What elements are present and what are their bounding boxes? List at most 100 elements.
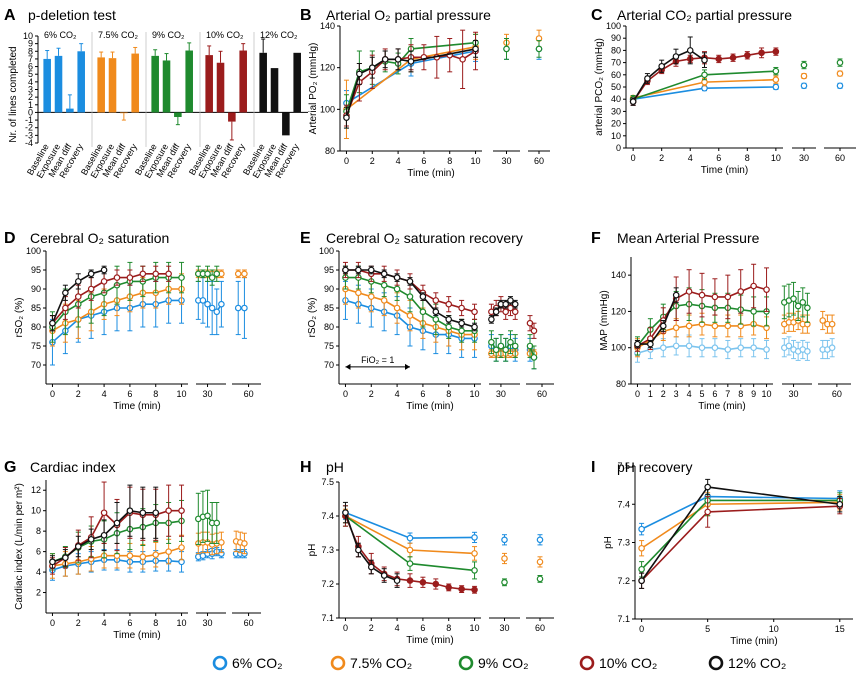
data-point <box>152 270 160 278</box>
legend-item: 6% CO₂ <box>212 655 283 671</box>
data-point <box>711 322 719 330</box>
legend-marker <box>330 655 346 671</box>
data-point <box>800 82 808 90</box>
x-axis-label: Time (min) <box>113 630 160 641</box>
x-tick-label: 7 <box>725 389 730 399</box>
y-axis-label: arterial PCO₂ (mmHg) <box>594 38 605 136</box>
x-tick-label: 0 <box>343 389 348 399</box>
x-tick-label: 8 <box>745 153 750 163</box>
data-point <box>139 553 147 561</box>
x-tick-label: 60 <box>534 156 544 166</box>
legend-label: 10% CO₂ <box>599 655 657 671</box>
data-point <box>234 304 242 312</box>
y-tick-label: 7.1 <box>321 613 334 623</box>
x-tick-label: 4 <box>395 389 400 399</box>
series-c6 <box>342 505 544 546</box>
data-point <box>685 322 693 330</box>
data-point <box>711 293 719 301</box>
x-tick-label: 10 <box>471 156 481 166</box>
series-c12 <box>342 265 519 332</box>
x-tick-label: 4 <box>102 389 107 399</box>
data-point <box>355 546 362 554</box>
x-tick-label: 5 <box>705 624 710 634</box>
data-point <box>659 322 667 330</box>
data-point <box>737 288 745 295</box>
data-point <box>804 304 811 312</box>
data-point <box>507 297 514 304</box>
data-point <box>74 278 82 285</box>
panel-title: Cardiac index <box>30 459 116 475</box>
y-axis-label: pH <box>603 536 614 549</box>
x-tick-label: 10 <box>762 389 772 399</box>
y-tick-label: 2 <box>36 588 41 598</box>
y-tick-label: 100 <box>319 246 334 256</box>
data-point <box>74 293 82 300</box>
data-point <box>501 536 508 544</box>
data-point <box>488 338 495 346</box>
data-point <box>432 297 440 304</box>
data-point <box>638 577 645 585</box>
x-tick-label: 1 <box>648 389 653 399</box>
x-tick-label: 8 <box>738 389 743 399</box>
legend-item: 7.5% CO₂ <box>330 655 412 671</box>
data-point <box>49 558 56 566</box>
data-point <box>126 552 134 560</box>
data-point <box>672 53 680 60</box>
x-axis-label: Time (min) <box>406 401 453 412</box>
data-point <box>458 585 465 593</box>
y-tick-label: 100 <box>611 343 626 353</box>
data-point <box>380 297 388 304</box>
data-point <box>685 342 693 350</box>
series-c12 <box>638 478 844 589</box>
bar <box>120 112 128 114</box>
data-point <box>772 67 780 75</box>
series-c75 <box>629 70 844 102</box>
data-point <box>406 560 414 567</box>
y-tick-label: 7.5 <box>321 477 334 487</box>
data-point <box>629 98 637 105</box>
x-tick-label: 2 <box>661 389 666 399</box>
fio2-annotation: FiO₂ = 1 <box>361 355 394 365</box>
x-tick-label: 6 <box>421 156 426 166</box>
bar <box>66 108 74 113</box>
data-point <box>419 578 427 586</box>
data-point <box>406 278 414 285</box>
x-tick-label: 0 <box>343 623 348 633</box>
y-tick-label: 0 <box>616 143 621 153</box>
data-point <box>758 49 765 57</box>
data-point <box>199 297 207 304</box>
y-tick-label: 4 <box>36 567 41 577</box>
panel-D: D Cerebral O₂ saturation707580859095100rS… <box>4 230 261 412</box>
x-axis-label: Time (min) <box>701 165 748 176</box>
x-tick-label: 30 <box>496 389 506 399</box>
x-tick-label: 8 <box>446 389 451 399</box>
data-point <box>804 348 811 355</box>
data-point <box>638 565 645 573</box>
data-point <box>704 508 711 516</box>
data-point <box>744 51 751 59</box>
y-tick-label: 7.1 <box>617 614 630 624</box>
y-tick-label: 7.2 <box>617 576 630 586</box>
legend-label: 6% CO₂ <box>232 655 283 671</box>
group-label: 9% CO₂ <box>152 30 185 40</box>
x-tick-label: 8 <box>446 623 451 633</box>
data-point <box>100 266 108 274</box>
data-point <box>729 54 737 62</box>
panel-title: Mean Arterial Pressure <box>617 230 760 246</box>
x-tick-label: 10 <box>470 389 480 399</box>
y-tick-label: 6 <box>28 62 33 72</box>
data-point <box>394 56 402 63</box>
bar <box>216 62 225 113</box>
data-point <box>241 540 248 547</box>
data-point <box>152 551 160 558</box>
data-point <box>178 274 185 281</box>
y-tick-label: 80 <box>611 45 621 55</box>
data-point <box>698 344 706 352</box>
data-point <box>836 500 844 508</box>
panel-title: pH recovery <box>617 459 692 475</box>
y-tick-label: 0 <box>28 107 33 117</box>
series-line <box>641 495 840 530</box>
data-point <box>178 544 185 551</box>
